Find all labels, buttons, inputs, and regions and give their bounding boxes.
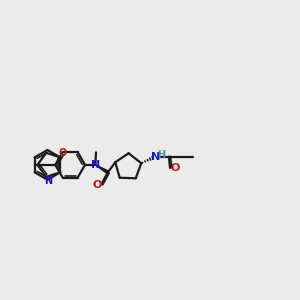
Text: O: O xyxy=(92,180,102,190)
Text: N: N xyxy=(44,176,52,186)
Text: O: O xyxy=(58,148,67,158)
Text: N: N xyxy=(151,152,160,162)
Text: N: N xyxy=(91,160,100,170)
Text: O: O xyxy=(170,163,179,173)
Text: H: H xyxy=(157,150,165,160)
Polygon shape xyxy=(95,165,109,173)
